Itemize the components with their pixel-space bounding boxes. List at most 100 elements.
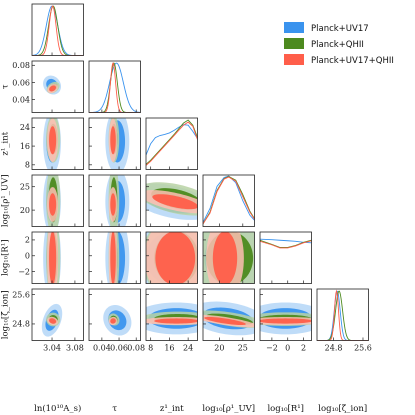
x-axis-label-logzeta: log₁₀[ζ̃_ion] bbox=[318, 403, 367, 414]
panel-frame bbox=[32, 4, 84, 56]
marginal-logrhoUV-plot-area bbox=[203, 176, 255, 224]
y-tick-label-logR: 0 bbox=[25, 252, 30, 261]
x-tick-label-logzeta: 25.6 bbox=[354, 344, 372, 353]
marginal-line-planck-uv17-qhii bbox=[89, 63, 141, 112]
legend-label: Planck+UV17 bbox=[311, 24, 369, 34]
x-axis-label-logR: log₁₀[R¹] bbox=[267, 404, 304, 414]
y-axis-label-logrhoUV: log₁₀[ρ¹_UV] bbox=[1, 174, 11, 227]
contour-panel-lnAs-vs-logrhoUV bbox=[32, 165, 84, 235]
x-axis-label-tau: τ bbox=[112, 404, 117, 414]
y-axis-label-logR: log₁₀[R¹] bbox=[1, 239, 11, 276]
contour-1sigma-planck-uv17-qhii bbox=[49, 126, 56, 154]
contour-panel-logrhoUV-vs-logzeta-plot-area bbox=[188, 302, 267, 336]
y-axis-label-zint: z¹_int bbox=[1, 131, 11, 155]
marginal-line-planck-uv17-qhii bbox=[203, 177, 255, 224]
contour-panel-tau-vs-zint bbox=[89, 109, 141, 174]
marginal-tau-plot-area bbox=[89, 63, 141, 112]
contour-1sigma-planck-uv17-qhii bbox=[155, 231, 195, 285]
contour-panel-logR-vs-logzeta bbox=[244, 289, 328, 341]
marginal-zint-plot-area bbox=[146, 120, 198, 165]
contour-panel-lnAs-vs-zint-plot-area bbox=[43, 112, 61, 174]
x-tick-label-tau: 0.08 bbox=[127, 344, 145, 353]
contour-panel-lnAs-vs-logzeta bbox=[32, 289, 84, 341]
x-axis-label-logrhoUV: log₁₀[ρ¹_UV] bbox=[202, 404, 255, 414]
marginal-logR-plot-area bbox=[260, 239, 312, 248]
y-tick-label-zint: 8 bbox=[25, 161, 30, 170]
x-tick-label-logrhoUV: 20 bbox=[214, 344, 224, 353]
contour-panel-tau-vs-logzeta-plot-area bbox=[103, 305, 131, 336]
legend-swatch-planck-uv17-qhii bbox=[284, 54, 304, 65]
contour-1sigma-planck-uv17-qhii bbox=[110, 126, 115, 154]
y-tick-label-tau: 0.06 bbox=[12, 78, 30, 87]
x-tick-label-lnAs: 3.08 bbox=[66, 344, 84, 353]
y-tick-label-tau: 0.08 bbox=[12, 61, 30, 70]
y-axis-label-tau: τ bbox=[1, 84, 11, 89]
marginal-tau bbox=[89, 61, 141, 113]
x-tick-label-zint: 8 bbox=[148, 344, 153, 353]
x-tick-label-logzeta: 24.8 bbox=[325, 344, 343, 353]
x-axis-label-zint: z¹_int bbox=[160, 404, 184, 414]
marginal-lnAs-plot-area bbox=[32, 6, 84, 55]
contour-panel-logR-vs-logzeta-plot-area bbox=[244, 302, 328, 334]
legend-swatch-planck-uv17 bbox=[284, 22, 304, 33]
contour-panel-zint-vs-logrhoUV bbox=[129, 175, 215, 227]
panel-frame bbox=[146, 118, 198, 170]
contour-1sigma-planck-uv17-qhii bbox=[49, 231, 56, 285]
y-tick-label-logR: 2 bbox=[25, 236, 30, 245]
contour-panel-lnAs-vs-tau bbox=[32, 61, 84, 113]
contour-panel-logrhoUV-vs-logzeta bbox=[188, 289, 267, 341]
contour-1sigma-planck-uv17-qhii bbox=[110, 193, 115, 215]
contour-1sigma-planck-uv17-qhii bbox=[154, 318, 198, 323]
contour-panel-zint-vs-logrhoUV-plot-area bbox=[129, 182, 215, 220]
contour-panel-tau-vs-zint-plot-area bbox=[105, 109, 129, 174]
y-tick-label-tau: 0.04 bbox=[12, 95, 30, 104]
contour-panel-tau-vs-logrhoUV-plot-area bbox=[105, 165, 129, 235]
marginal-logrhoUV bbox=[203, 175, 255, 227]
contour-1sigma-planck-uv17-qhii bbox=[110, 231, 115, 285]
y-tick-label-zint: 24 bbox=[20, 123, 30, 132]
contour-panel-tau-vs-logzeta bbox=[89, 289, 141, 341]
marginal-line-planck-uv17 bbox=[146, 125, 198, 155]
marginal-logzeta bbox=[317, 289, 369, 341]
contour-panel-lnAs-vs-logR bbox=[32, 216, 84, 300]
contour-panel-tau-vs-logR-plot-area bbox=[105, 216, 129, 300]
legend-swatch-planck-qhii bbox=[284, 38, 304, 49]
marginal-line-planck-qhii bbox=[203, 177, 255, 224]
y-tick-label-logzeta: 25.6 bbox=[12, 290, 30, 299]
contour-panel-zint-vs-logR-plot-area bbox=[131, 216, 214, 300]
legend-label: Planck+UV17+QHII bbox=[311, 56, 394, 66]
x-tick-label-tau: 0.04 bbox=[93, 344, 111, 353]
contour-panel-tau-vs-logR bbox=[89, 216, 141, 300]
y-tick-label-logR: −2 bbox=[18, 267, 30, 276]
y-tick-label-logzeta: 24.8 bbox=[12, 320, 30, 329]
marginal-line-planck-uv17-qhii bbox=[32, 6, 84, 55]
panel-frame bbox=[203, 175, 255, 227]
x-axis-label-lnAs: ln(10¹⁰A_s) bbox=[34, 403, 81, 414]
x-tick-label-logrhoUV: 25 bbox=[238, 344, 248, 353]
marginal-lnAs bbox=[32, 4, 84, 56]
marginal-line-planck-qhii bbox=[32, 6, 84, 55]
y-axis-label-logzeta: log₁₀[ζ̃_ion] bbox=[0, 290, 11, 339]
marginal-line-planck-uv17 bbox=[203, 176, 255, 222]
contour-panel-zint-vs-logR bbox=[131, 216, 214, 300]
x-tick-label-zint: 16 bbox=[164, 344, 174, 353]
contour-panel-lnAs-vs-zint bbox=[32, 112, 84, 174]
contour-1sigma-planck-uv17-qhii bbox=[213, 231, 237, 285]
marginal-zint bbox=[146, 118, 198, 170]
y-tick-label-zint: 16 bbox=[20, 142, 30, 151]
x-tick-label-zint: 24 bbox=[183, 344, 193, 353]
x-tick-label-logR: −2 bbox=[266, 344, 278, 353]
marginal-line-planck-uv17-qhii bbox=[146, 122, 198, 165]
contour-panel-tau-vs-logrhoUV bbox=[89, 165, 141, 235]
marginal-line-planck-uv17 bbox=[32, 6, 84, 55]
contour-1sigma-planck-uv17-qhii bbox=[49, 193, 56, 215]
contour-panel-lnAs-vs-logzeta-plot-area bbox=[42, 304, 62, 337]
y-tick-label-logrhoUV: 20 bbox=[20, 206, 30, 215]
legend-label: Planck+QHII bbox=[311, 40, 364, 50]
x-tick-label-logR: 0 bbox=[285, 344, 290, 353]
contour-panel-lnAs-vs-logR-plot-area bbox=[43, 216, 61, 300]
contour-panel-logrhoUV-vs-logR bbox=[192, 216, 266, 300]
y-tick-label-logrhoUV: 25 bbox=[20, 183, 30, 192]
x-tick-label-logR: 2 bbox=[301, 344, 306, 353]
